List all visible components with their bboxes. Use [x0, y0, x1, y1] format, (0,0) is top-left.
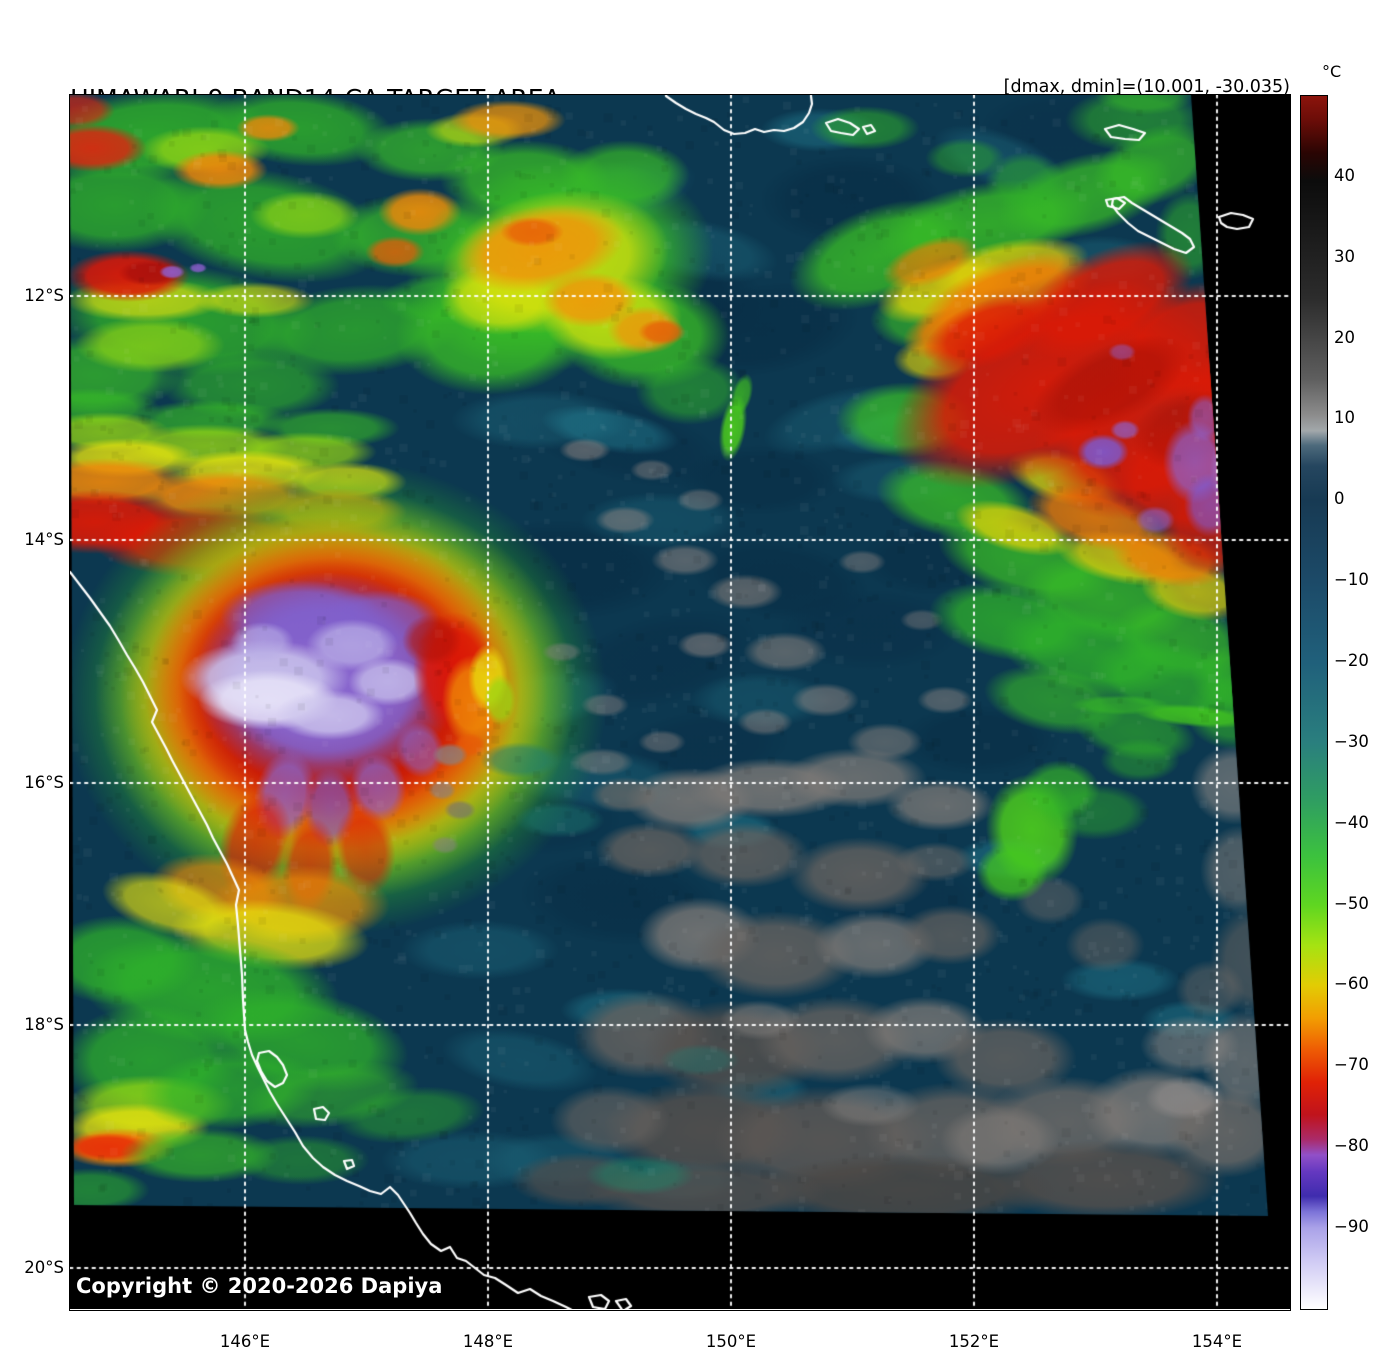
colorbar-tick-label: −40 — [1334, 813, 1369, 832]
colorbar-tick-label: −10 — [1334, 570, 1369, 589]
colorbar-tick-label: −90 — [1334, 1217, 1369, 1236]
lat-tick-label: 16°S — [24, 773, 64, 792]
lon-tick-label: 154°E — [1191, 1332, 1243, 1351]
colorbar-tick-label: −30 — [1334, 732, 1369, 751]
colorbar-tick-label: 20 — [1334, 328, 1355, 347]
lon-tick-label: 146°E — [219, 1332, 271, 1351]
colorbar-tick-label: 40 — [1334, 166, 1355, 185]
lat-tick-label: 12°S — [24, 286, 64, 305]
colorbar-tick-label: −70 — [1334, 1055, 1369, 1074]
colorbar-tick-label: −50 — [1334, 894, 1369, 913]
colorbar-tick-label: −20 — [1334, 651, 1369, 670]
lon-tick-label: 150°E — [705, 1332, 757, 1351]
lon-tick-label: 148°E — [462, 1332, 514, 1351]
colorbar-tick-label: 0 — [1334, 489, 1345, 508]
lon-tick-label: 152°E — [948, 1332, 1000, 1351]
satellite-map-canvas — [70, 95, 1290, 1309]
copyright-text: Copyright © 2020-2026 Dapiya — [76, 1274, 443, 1298]
lat-tick-label: 20°S — [24, 1258, 64, 1277]
colorbar-unit-label: °C — [1322, 62, 1342, 81]
colorbar-tick-label: 10 — [1334, 408, 1355, 427]
lat-tick-label: 18°S — [24, 1015, 64, 1034]
colorbar-tick-label: −80 — [1334, 1136, 1369, 1155]
lat-tick-label: 14°S — [24, 530, 64, 549]
dmax-dmin-text: [dmax, dmin]=(10.001, -30.035) — [1003, 77, 1290, 97]
colorbar-tick-label: −60 — [1334, 974, 1369, 993]
colorbar — [1300, 95, 1328, 1310]
colorbar-tick-label: 30 — [1334, 247, 1355, 266]
